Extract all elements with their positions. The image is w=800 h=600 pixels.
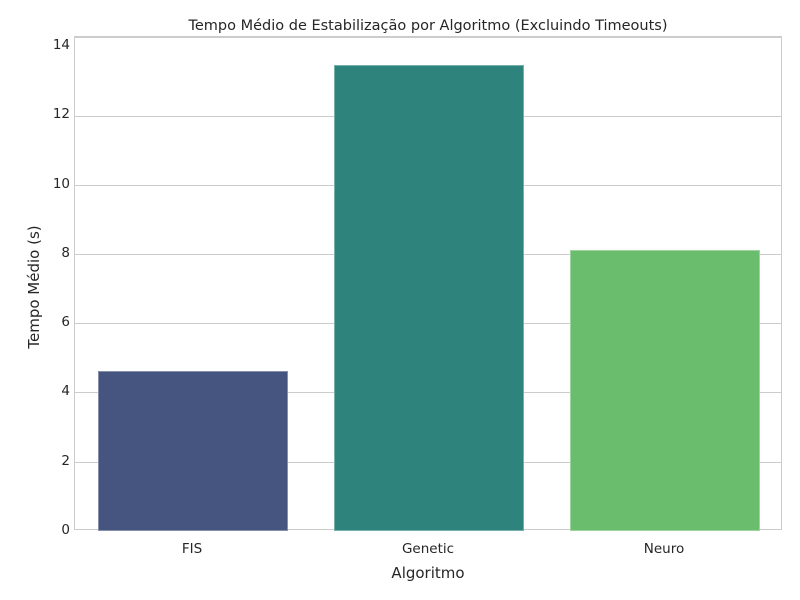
chart-title: Tempo Médio de Estabilização por Algorit… bbox=[188, 18, 668, 34]
y-tick: 2 bbox=[61, 453, 70, 469]
gridline bbox=[75, 37, 781, 38]
y-tick: 4 bbox=[61, 383, 70, 399]
y-tick: 10 bbox=[52, 176, 70, 192]
x-tick-neuro: Neuro bbox=[643, 541, 685, 557]
bar-genetic bbox=[334, 65, 524, 531]
y-tick: 12 bbox=[52, 106, 70, 122]
bar-fis bbox=[98, 370, 288, 531]
y-tick: 8 bbox=[61, 245, 70, 261]
y-axis-label: Tempo Médio (s) bbox=[25, 225, 43, 349]
y-tick: 6 bbox=[61, 314, 70, 330]
bar-neuro bbox=[570, 249, 760, 531]
y-tick: 14 bbox=[52, 37, 70, 53]
y-tick: 0 bbox=[61, 522, 70, 538]
x-tick-fis: FIS bbox=[181, 541, 203, 557]
plot-area bbox=[74, 36, 782, 531]
x-axis-label: Algoritmo bbox=[391, 564, 465, 582]
x-tick-genetic: Genetic bbox=[401, 541, 455, 557]
